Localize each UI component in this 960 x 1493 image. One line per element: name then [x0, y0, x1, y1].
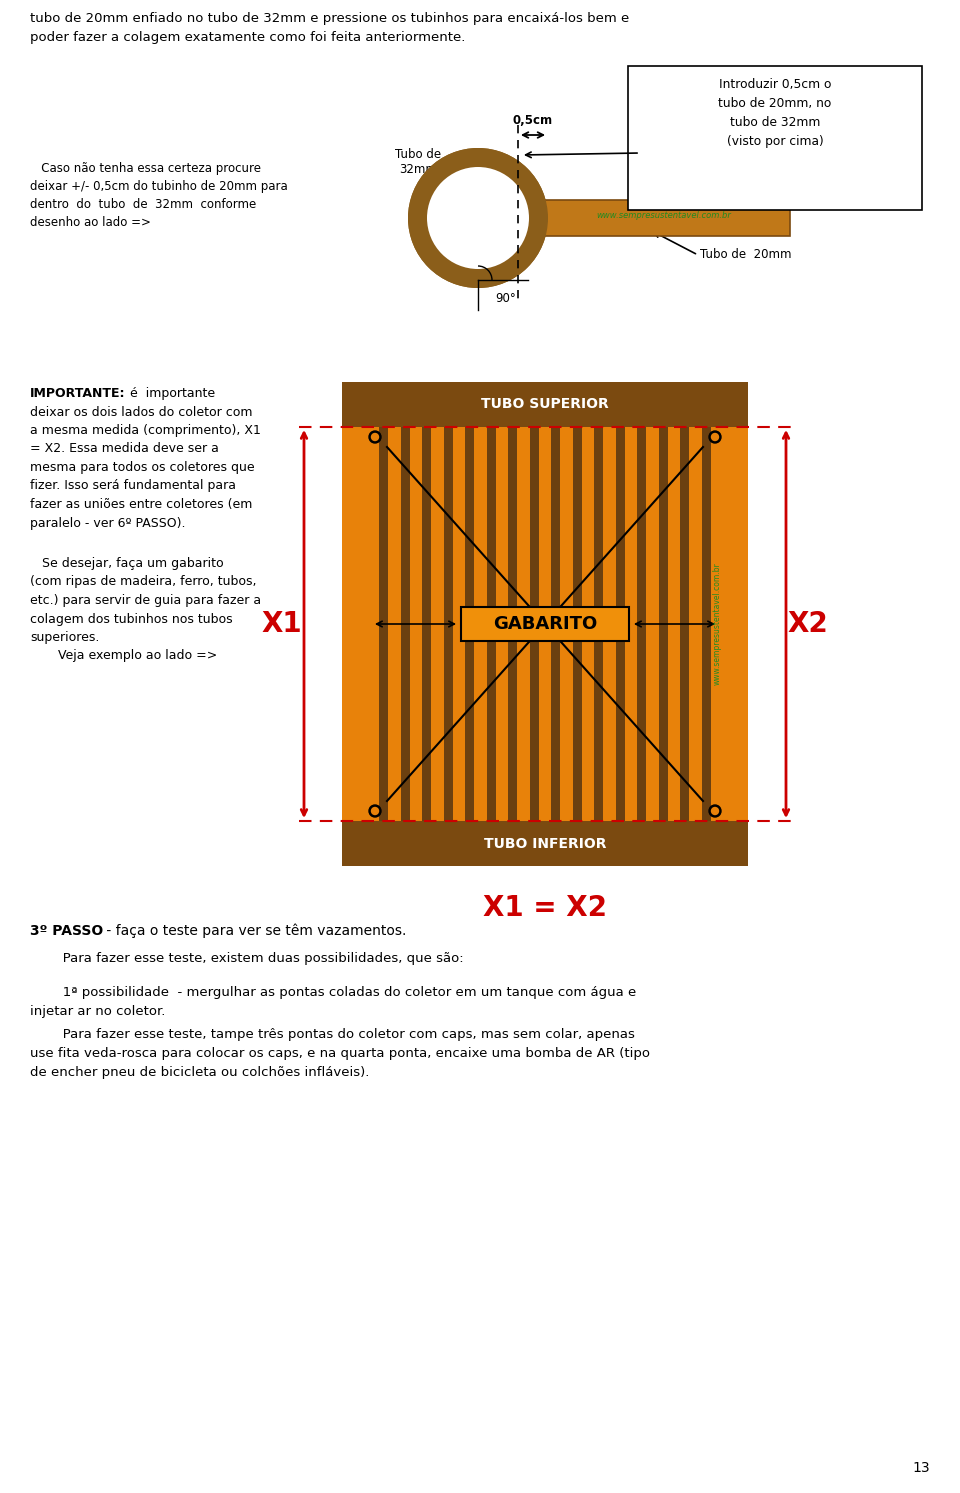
- Circle shape: [372, 433, 378, 440]
- FancyBboxPatch shape: [461, 608, 629, 640]
- Text: tubo de 20mm enfiado no tubo de 32mm e pressione os tubinhos para encaixá-los be: tubo de 20mm enfiado no tubo de 32mm e p…: [30, 12, 629, 25]
- Circle shape: [709, 431, 721, 443]
- Text: Tubo de  20mm: Tubo de 20mm: [700, 248, 791, 261]
- Circle shape: [427, 167, 529, 269]
- Circle shape: [369, 805, 381, 817]
- Text: GABARITO: GABARITO: [492, 615, 597, 633]
- Text: IMPORTANTE:: IMPORTANTE:: [30, 387, 126, 400]
- Circle shape: [372, 808, 378, 815]
- Text: 3º PASSO: 3º PASSO: [30, 924, 104, 938]
- Bar: [680, 427, 689, 821]
- Bar: [702, 427, 710, 821]
- Text: mesma para todos os coletores que: mesma para todos os coletores que: [30, 461, 254, 473]
- Bar: [530, 427, 539, 821]
- Circle shape: [408, 148, 548, 288]
- Text: X1 = X2: X1 = X2: [483, 894, 607, 923]
- Bar: [422, 427, 431, 821]
- Text: Para fazer esse teste, tampe três pontas do coletor com caps, mas sem colar, ape: Para fazer esse teste, tampe três pontas…: [50, 1029, 635, 1041]
- Text: fazer as uniões entre coletores (em: fazer as uniões entre coletores (em: [30, 499, 252, 511]
- Circle shape: [427, 167, 529, 269]
- Bar: [615, 427, 625, 821]
- Circle shape: [711, 433, 718, 440]
- Text: Para fazer esse teste, existem duas possibilidades, que são:: Para fazer esse teste, existem duas poss…: [50, 953, 464, 964]
- Text: paralelo - ver 6º PASSO).: paralelo - ver 6º PASSO).: [30, 517, 185, 530]
- Bar: [466, 427, 474, 821]
- Bar: [594, 427, 603, 821]
- Circle shape: [711, 808, 718, 815]
- Text: 1ª possibilidade  - mergulhar as pontas coladas do coletor em um tanque com água: 1ª possibilidade - mergulhar as pontas c…: [50, 985, 636, 999]
- Text: dentro  do  tubo  de  32mm  conforme: dentro do tubo de 32mm conforme: [30, 199, 256, 211]
- Bar: [573, 427, 582, 821]
- Bar: [659, 427, 667, 821]
- Bar: [487, 427, 495, 821]
- Text: 13: 13: [912, 1462, 930, 1475]
- Bar: [637, 427, 646, 821]
- Text: deixar +/- 0,5cm do tubinho de 20mm para: deixar +/- 0,5cm do tubinho de 20mm para: [30, 181, 288, 193]
- Bar: [342, 821, 748, 866]
- Bar: [473, 200, 790, 236]
- Text: X2: X2: [787, 611, 828, 638]
- Bar: [367, 427, 723, 821]
- Text: TUBO INFERIOR: TUBO INFERIOR: [484, 836, 607, 851]
- Circle shape: [369, 431, 381, 443]
- Bar: [342, 382, 748, 427]
- Text: injetar ar no coletor.: injetar ar no coletor.: [30, 1005, 165, 1018]
- FancyBboxPatch shape: [628, 66, 922, 211]
- Text: poder fazer a colagem exatamente como foi feita anteriormente.: poder fazer a colagem exatamente como fo…: [30, 31, 466, 43]
- Text: desenho ao lado =>: desenho ao lado =>: [30, 216, 151, 228]
- Text: Caso não tenha essa certeza procure: Caso não tenha essa certeza procure: [30, 163, 261, 175]
- Text: Introduzir 0,5cm o
tubo de 20mm, no
tubo de 32mm
(visto por cima): Introduzir 0,5cm o tubo de 20mm, no tubo…: [718, 78, 831, 148]
- Bar: [551, 427, 561, 821]
- Text: deixar os dois lados do coletor com: deixar os dois lados do coletor com: [30, 406, 252, 418]
- Circle shape: [709, 805, 721, 817]
- Text: de encher pneu de bicicleta ou colchões infláveis).: de encher pneu de bicicleta ou colchões …: [30, 1066, 370, 1079]
- Bar: [379, 427, 389, 821]
- Text: colagem dos tubinhos nos tubos: colagem dos tubinhos nos tubos: [30, 612, 232, 626]
- Text: - faça o teste para ver se têm vazamentos.: - faça o teste para ver se têm vazamento…: [102, 924, 406, 939]
- Bar: [401, 427, 410, 821]
- Text: 0,5cm: 0,5cm: [513, 113, 553, 127]
- Text: a mesma medida (comprimento), X1: a mesma medida (comprimento), X1: [30, 424, 261, 437]
- Text: 90°: 90°: [495, 293, 516, 305]
- Text: Se desejar, faça um gabarito: Se desejar, faça um gabarito: [30, 557, 224, 570]
- Bar: [342, 382, 748, 866]
- Text: use fita veda-rosca para colocar os caps, e na quarta ponta, encaixe uma bomba d: use fita veda-rosca para colocar os caps…: [30, 1047, 650, 1060]
- Text: TUBO SUPERIOR: TUBO SUPERIOR: [481, 397, 609, 412]
- Text: = X2. Essa medida deve ser a: = X2. Essa medida deve ser a: [30, 442, 219, 455]
- Text: fizer. Isso será fundamental para: fizer. Isso será fundamental para: [30, 479, 236, 493]
- Bar: [508, 427, 517, 821]
- Text: www.sempresustentavel.com.br: www.sempresustentavel.com.br: [712, 563, 722, 685]
- Text: etc.) para servir de guia para fazer a: etc.) para servir de guia para fazer a: [30, 594, 261, 608]
- Bar: [444, 427, 453, 821]
- Text: www.sempresustentavel.com.br: www.sempresustentavel.com.br: [596, 212, 732, 221]
- Text: superiores.: superiores.: [30, 632, 100, 643]
- Text: é  importante: é importante: [122, 387, 215, 400]
- Text: Tubo de
32mm: Tubo de 32mm: [395, 148, 441, 176]
- Text: X1: X1: [262, 611, 302, 638]
- Text: (com ripas de madeira, ferro, tubos,: (com ripas de madeira, ferro, tubos,: [30, 575, 256, 588]
- Text: Veja exemplo ao lado =>: Veja exemplo ao lado =>: [30, 649, 217, 663]
- Circle shape: [408, 148, 548, 288]
